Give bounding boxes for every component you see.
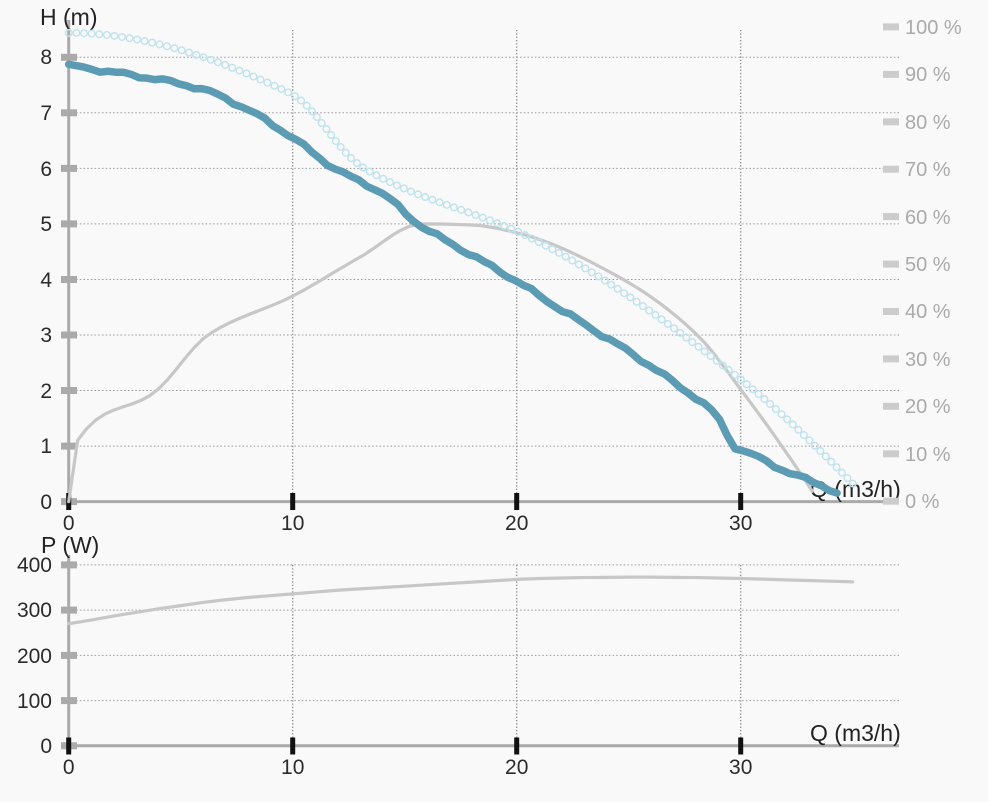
- svg-text:100 %: 100 %: [905, 17, 962, 39]
- svg-text:6: 6: [40, 158, 52, 181]
- svg-text:10 %: 10 %: [905, 444, 951, 466]
- svg-text:20 %: 20 %: [905, 396, 951, 418]
- svg-text:20: 20: [505, 512, 528, 535]
- svg-text:1: 1: [40, 435, 52, 458]
- svg-text:100: 100: [17, 690, 52, 713]
- svg-text:4: 4: [40, 269, 52, 292]
- svg-text:3: 3: [40, 324, 52, 347]
- svg-text:20: 20: [505, 756, 528, 779]
- svg-text:0: 0: [40, 491, 52, 514]
- svg-text:2: 2: [40, 380, 52, 403]
- svg-text:30: 30: [729, 512, 752, 535]
- svg-text:300: 300: [17, 599, 52, 622]
- svg-text:200: 200: [17, 645, 52, 668]
- svg-text:50 %: 50 %: [905, 254, 951, 276]
- svg-text:Q (m3/h): Q (m3/h): [810, 720, 901, 746]
- svg-text:H (m): H (m): [40, 4, 97, 30]
- svg-text:0 %: 0 %: [905, 491, 940, 513]
- svg-text:60 %: 60 %: [905, 207, 951, 229]
- svg-text:70 %: 70 %: [905, 159, 951, 181]
- svg-text:30 %: 30 %: [905, 349, 951, 371]
- svg-text:P (W): P (W): [41, 532, 99, 558]
- svg-text:0: 0: [40, 735, 52, 758]
- svg-text:10: 10: [281, 512, 304, 535]
- svg-text:8: 8: [40, 46, 52, 69]
- svg-text:80 %: 80 %: [905, 112, 951, 134]
- svg-text:90 %: 90 %: [905, 64, 951, 86]
- svg-text:40 %: 40 %: [905, 301, 951, 323]
- svg-text:7: 7: [40, 102, 52, 125]
- svg-text:5: 5: [40, 213, 52, 236]
- svg-text:0: 0: [63, 756, 75, 779]
- svg-text:10: 10: [281, 756, 304, 779]
- svg-text:30: 30: [729, 756, 752, 779]
